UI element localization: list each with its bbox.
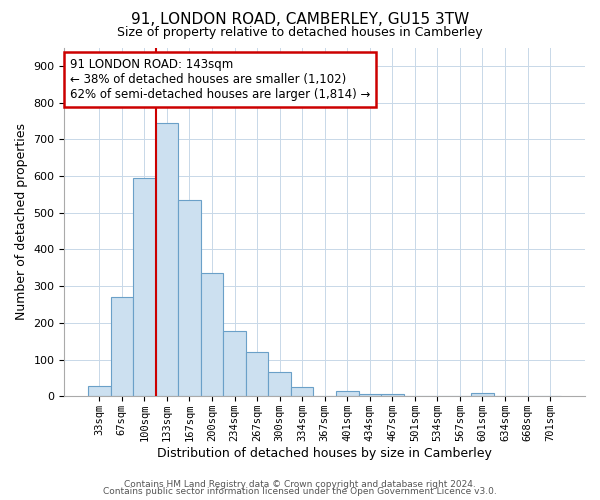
Text: Contains HM Land Registry data © Crown copyright and database right 2024.: Contains HM Land Registry data © Crown c… — [124, 480, 476, 489]
Bar — [133, 178, 155, 396]
Text: Contains public sector information licensed under the Open Government Licence v3: Contains public sector information licen… — [103, 487, 497, 496]
X-axis label: Distribution of detached houses by size in Camberley: Distribution of detached houses by size … — [157, 447, 492, 460]
Bar — [268, 372, 291, 396]
Bar — [359, 394, 381, 396]
Bar — [178, 200, 201, 396]
Bar — [291, 387, 313, 396]
Bar — [155, 123, 178, 396]
Bar — [471, 394, 494, 396]
Bar — [110, 297, 133, 396]
Text: 91, LONDON ROAD, CAMBERLEY, GU15 3TW: 91, LONDON ROAD, CAMBERLEY, GU15 3TW — [131, 12, 469, 28]
Text: 91 LONDON ROAD: 143sqm
← 38% of detached houses are smaller (1,102)
62% of semi-: 91 LONDON ROAD: 143sqm ← 38% of detached… — [70, 58, 370, 101]
Text: Size of property relative to detached houses in Camberley: Size of property relative to detached ho… — [117, 26, 483, 39]
Bar — [246, 352, 268, 397]
Bar — [201, 272, 223, 396]
Bar — [381, 394, 404, 396]
Bar — [336, 391, 359, 396]
Y-axis label: Number of detached properties: Number of detached properties — [15, 124, 28, 320]
Bar — [88, 386, 110, 396]
Bar — [223, 332, 246, 396]
